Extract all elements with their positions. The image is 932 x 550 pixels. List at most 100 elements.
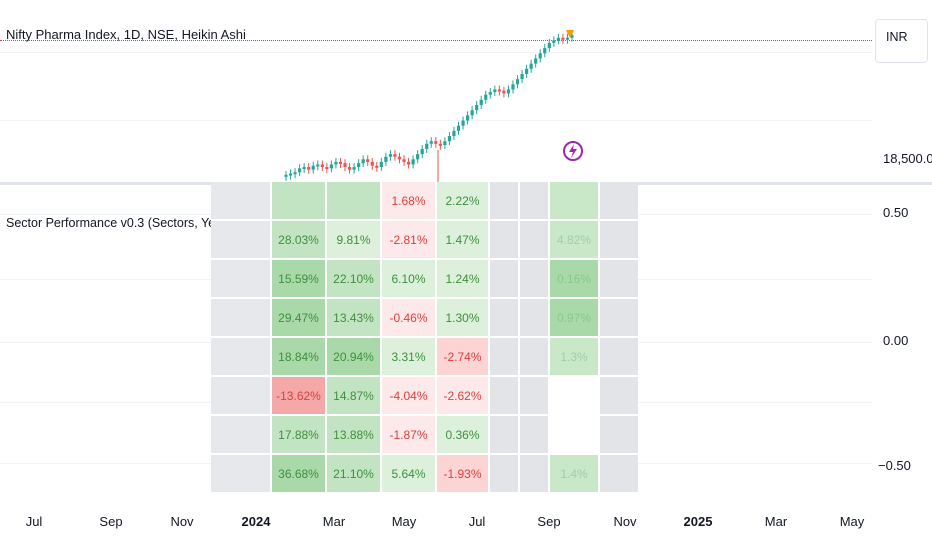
- faded-cell: [600, 455, 638, 492]
- year-cell: 28.03%: [272, 221, 325, 258]
- faded-cell: [600, 260, 638, 297]
- extra-cell: [550, 377, 598, 414]
- candle: [370, 161, 374, 166]
- faded-cell: [520, 299, 548, 336]
- faded-cell: [520, 416, 548, 453]
- candle: [397, 156, 402, 160]
- extra-cell: 1.3%: [550, 338, 598, 375]
- candle: [443, 141, 447, 146]
- candle: [334, 161, 338, 165]
- candle: [447, 136, 452, 142]
- month-cell: 3.31%: [382, 338, 435, 375]
- candle: [497, 89, 501, 92]
- extra-cell: 4.82%: [550, 221, 598, 258]
- faded-cell: [600, 416, 638, 453]
- faded-cell: [600, 338, 638, 375]
- candle: [529, 63, 533, 69]
- last-price-line: [0, 40, 872, 41]
- time-axis-label: Jul: [468, 514, 486, 529]
- candle: [402, 159, 406, 162]
- time-axis-label: 2024: [241, 514, 271, 529]
- candle: [298, 168, 302, 173]
- chart-title[interactable]: Nifty Pharma Index, 1D, NSE, Heikin Ashi: [6, 27, 246, 42]
- week-cell: 1.24%: [437, 260, 488, 297]
- faded-cell: [490, 416, 518, 453]
- candle: [561, 37, 565, 40]
- quarter-cell: 13.43%: [327, 299, 380, 336]
- candle: [288, 173, 293, 176]
- year-cell: 15.59%: [272, 260, 325, 297]
- candle: [425, 143, 429, 149]
- sector-performance-table: 1.68% 2.22% 28.03% 9.81% -2.81% 1.47% 4.…: [211, 182, 638, 492]
- week-cell: -2.74%: [437, 338, 488, 375]
- month-cell: -0.46%: [382, 299, 435, 336]
- indicator-axis-label-mid: 0.00: [883, 333, 909, 348]
- sector-name: [211, 221, 270, 258]
- week-cell: 1.47%: [437, 221, 488, 258]
- month-cell: -4.04%: [382, 377, 435, 414]
- year-cell: [272, 182, 325, 219]
- sector-name: [211, 416, 270, 453]
- candle: [307, 167, 311, 170]
- sector-name: [211, 182, 270, 219]
- candle: [543, 48, 547, 54]
- time-axis-label: Nov: [170, 514, 194, 529]
- faded-cell: [520, 338, 548, 375]
- candle: [570, 35, 574, 38]
- candle: [320, 164, 324, 168]
- time-axis-label: Sep: [537, 514, 561, 529]
- extra-cell: [550, 416, 598, 453]
- week-cell: -2.62%: [437, 377, 488, 414]
- candle: [552, 40, 556, 43]
- currency-button[interactable]: INR: [875, 19, 928, 63]
- candle: [456, 125, 461, 131]
- candle: [352, 167, 356, 170]
- month-cell: -1.87%: [382, 416, 435, 453]
- candle: [284, 174, 288, 177]
- indicator-axis-label-top: 0.50: [883, 205, 909, 220]
- year-cell: -13.62%: [272, 377, 325, 414]
- candle: [547, 42, 551, 49]
- candle: [475, 105, 479, 111]
- sector-name: [211, 455, 270, 492]
- candle: [493, 89, 497, 93]
- month-cell: -2.81%: [382, 221, 435, 258]
- gridline: [0, 120, 872, 121]
- faded-cell: [520, 455, 548, 492]
- gridline: [0, 52, 872, 53]
- candle: [361, 159, 365, 164]
- price-axis-label: 18,500.00: [883, 151, 932, 166]
- candle: [384, 156, 388, 162]
- quarter-cell: 20.94%: [327, 338, 380, 375]
- candle: [379, 161, 383, 168]
- candle: [293, 172, 297, 175]
- faded-cell: [490, 221, 518, 258]
- faded-cell: [490, 338, 518, 375]
- candle: [506, 89, 511, 94]
- quarter-cell: 14.87%: [327, 377, 380, 414]
- candle: [375, 165, 379, 168]
- candle: [470, 110, 474, 116]
- candle: [525, 68, 529, 74]
- extra-cell: [550, 182, 598, 219]
- quarter-cell: 13.88%: [327, 416, 380, 453]
- faded-cell: [600, 299, 638, 336]
- time-axis-label: May: [391, 514, 417, 529]
- sector-name: [211, 338, 270, 375]
- quarter-cell: [327, 182, 380, 219]
- faded-cell: [490, 299, 518, 336]
- candle: [416, 154, 420, 160]
- candle: [429, 141, 433, 144]
- earnings-flash-icon[interactable]: [563, 136, 583, 166]
- candle: [465, 115, 470, 121]
- candle: [302, 167, 306, 170]
- candle: [511, 84, 515, 90]
- quarter-cell: 22.10%: [327, 260, 380, 297]
- time-axis-label: Mar: [322, 514, 346, 529]
- candle: [406, 161, 411, 165]
- time-axis-label: Sep: [99, 514, 123, 529]
- indicator-axis-label-bottom: −0.50: [878, 458, 911, 473]
- price-chart[interactable]: [0, 0, 872, 182]
- sector-name: [211, 299, 270, 336]
- time-axis-label: May: [839, 514, 865, 529]
